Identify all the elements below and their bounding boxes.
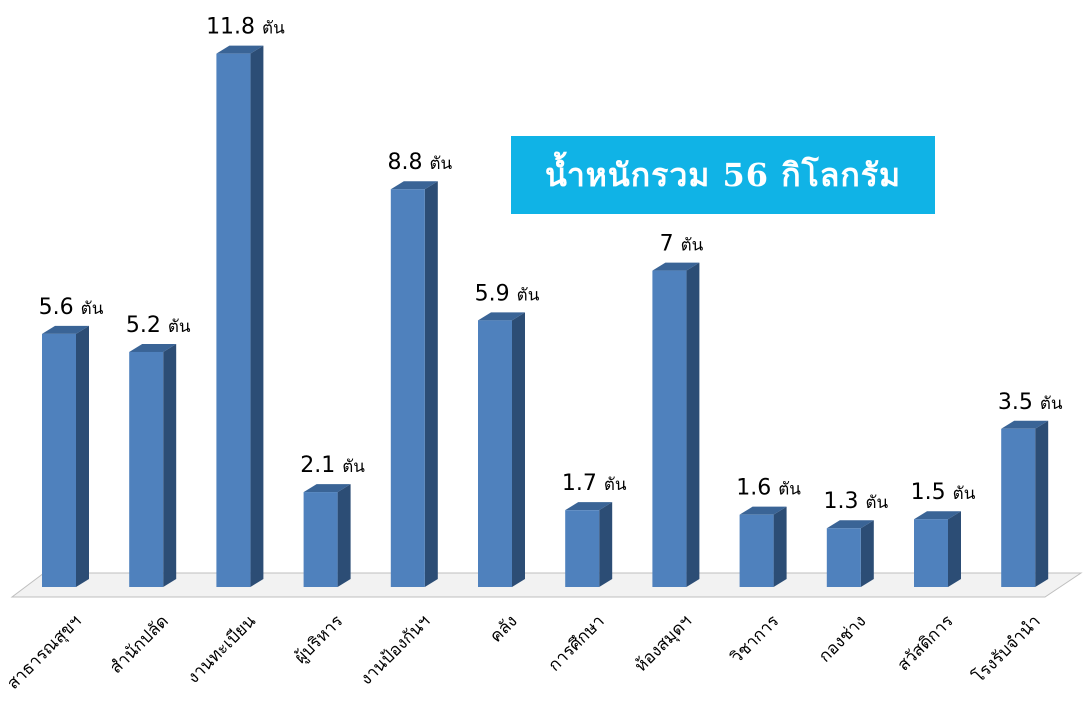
x-tick-label: สำนักปลัด [106,611,173,678]
chart-floor [10,572,1083,598]
bar [216,53,251,587]
bar-side [773,506,787,587]
data-label: 8.8 ตัน [387,150,452,175]
data-label: 7 ตัน [660,232,704,257]
bar-side [686,262,700,587]
bar [914,519,948,587]
bar-side [512,312,525,587]
data-label: 2.1 ตัน [300,453,365,478]
x-tick-label: โรงรับจำนำ [968,611,1044,687]
bar-side [250,45,264,587]
bar-side [163,343,177,587]
data-labels-group: 5.6 ตัน 5.2 ตัน 11.8 ตัน 2.1 ตัน 8.8 ตัน 5.9 … [39,15,1063,515]
bar [478,320,512,587]
x-tick-label: สวัสดิการ [894,611,958,675]
bar-top [565,502,613,511]
bar-side [424,181,438,588]
data-label: 5.6 ตัน [39,295,104,320]
x-tick-label: งานทะเบียน [184,611,261,688]
bar [652,270,687,587]
bar-side [76,325,89,587]
bar-side [860,520,874,587]
data-label: 1.5 ตัน [911,480,976,505]
bar-top [216,45,264,54]
bar-top [1001,420,1049,429]
bar-top [129,343,177,352]
bar-side [1035,420,1049,587]
data-label: 11.8 ตัน [206,15,285,40]
x-tick-label: ห้องสมุดฯ [631,611,696,676]
x-tick-label: วิชาการ [727,611,784,668]
bar [129,351,164,587]
x-tick-labels-group: สาธารณสุขฯ สำนักปลัด งานทะเบียน ผู้บริหาร งา… [3,611,1044,694]
bar-top [390,181,438,190]
bar-side [599,502,613,587]
bar [42,333,76,587]
bar-top [478,312,525,321]
data-label: 5.2 ตัน [126,313,191,338]
x-tick-label: กองช่าง [815,611,870,666]
bar-top [652,262,700,271]
data-label: 3.5 ตัน [998,390,1063,415]
bar [303,492,338,587]
data-label: 1.7 ตัน [562,471,627,496]
bar-side [337,484,351,587]
bar [565,510,600,587]
bar-top [739,506,787,515]
data-label: 5.9 ตัน [475,281,540,306]
bar [1001,428,1036,587]
total-weight-box: น้ำหนักรวม 56 กิโลกรัม [511,136,935,214]
bar [739,514,774,587]
x-tick-label: งานป้องกันฯ [356,611,434,689]
x-tick-label: สาธารณสุขฯ [3,611,85,693]
data-label: 1.3 ตัน [823,489,888,514]
bars-group [42,45,1049,588]
bar-top [303,484,351,493]
x-tick-label: การศึกษา [545,611,609,675]
bar [390,189,425,588]
x-tick-label: คลัง [486,611,521,646]
bar-top [914,511,961,520]
bar-top [826,520,874,529]
bar-top [42,325,89,334]
data-label: 1.6 ตัน [736,476,801,501]
bar-side [948,511,961,587]
x-tick-label: ผู้บริหาร [291,611,347,667]
bar [826,528,861,587]
